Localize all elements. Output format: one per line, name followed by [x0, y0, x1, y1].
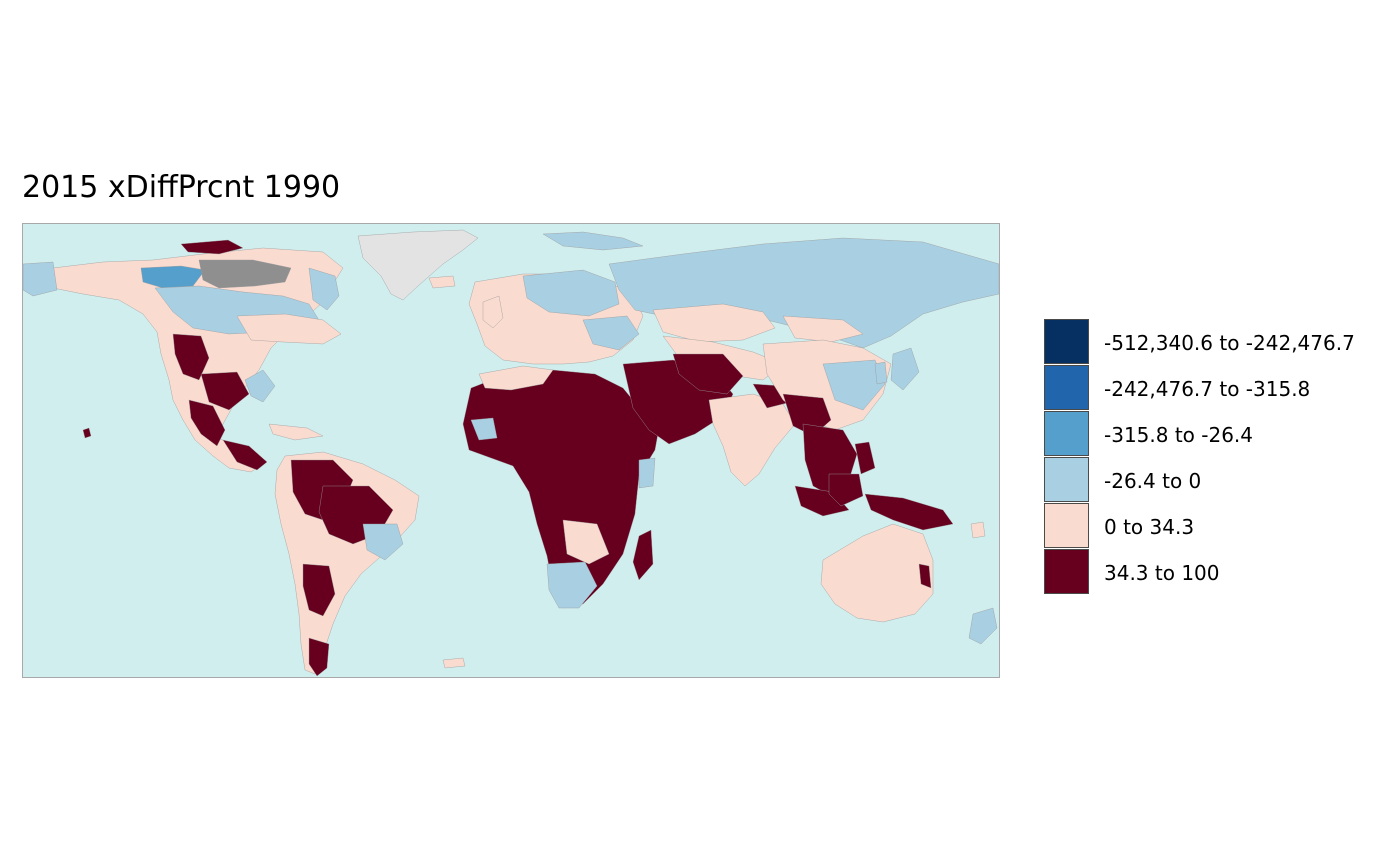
legend-label-0: -512,340.6 to -242,476.7 [1104, 331, 1355, 355]
legend-swatch-5 [1044, 549, 1089, 594]
legend-item-5: 34.3 to 100 [1044, 549, 1384, 595]
korea-region [874, 361, 888, 385]
legend-label-5: 34.3 to 100 [1104, 561, 1220, 585]
south-america-blue-brazil [362, 523, 404, 561]
indonesia-east [864, 493, 954, 531]
uk-region [482, 295, 504, 329]
map-title: 2015 xDiffPrcnt 1990 [22, 170, 341, 205]
west-africa-blue [470, 417, 498, 441]
alaska-region [23, 261, 58, 297]
pacific-islands-east [970, 521, 986, 539]
borneo-region [828, 473, 864, 507]
europe-blue-east [582, 315, 640, 351]
us-west-cluster [172, 333, 210, 381]
greenland-region [357, 229, 479, 301]
legend-item-2: -315.8 to -26.4 [1044, 411, 1384, 457]
south-america-red-patagonia [308, 637, 330, 677]
china-blue-east [822, 359, 886, 411]
legend-label-1: -242,476.7 to -315.8 [1104, 377, 1311, 401]
new-zealand-region [968, 607, 998, 645]
canada-south-region [236, 313, 342, 345]
canada-east-region [308, 267, 340, 311]
canada-arctic-region [140, 265, 206, 289]
mexico-cluster [188, 399, 226, 447]
legend-item-0: -512,340.6 to -242,476.7 [1044, 319, 1384, 365]
legend-swatch-0 [1044, 319, 1089, 364]
legend-swatch-4 [1044, 503, 1089, 548]
legend-item-3: -26.4 to 0 [1044, 457, 1384, 503]
us-east-cluster [244, 369, 276, 403]
legend-swatch-2 [1044, 411, 1089, 456]
indonesia-west [794, 485, 850, 517]
world-map [23, 224, 999, 677]
mongolia-region [782, 315, 864, 343]
legend-item-1: -242,476.7 to -315.8 [1044, 365, 1384, 411]
australia-region [820, 523, 934, 623]
legend-swatch-1 [1044, 365, 1089, 410]
south-africa-pink [562, 519, 610, 565]
russia-arctic-islands [542, 231, 644, 251]
us-south-cluster [200, 371, 250, 411]
kazakhstan-region [652, 303, 776, 343]
madagascar-region [632, 529, 654, 581]
iran-region [672, 353, 744, 395]
europe-blue-north [522, 269, 620, 317]
north-africa-pink [478, 365, 554, 391]
south-america-red-south [302, 563, 336, 617]
map-panel [22, 223, 1000, 678]
japan-region [890, 347, 920, 391]
africa-region [462, 369, 660, 609]
arctic-island-red [180, 239, 244, 255]
canada-missing-region [198, 259, 292, 289]
central-america-cluster [222, 439, 268, 471]
philippines-region [854, 441, 876, 475]
legend-swatch-3 [1044, 457, 1089, 502]
antarctic-bits [442, 657, 466, 669]
legend-item-4: 0 to 34.3 [1044, 503, 1384, 549]
legend-label-4: 0 to 34.3 [1104, 515, 1195, 539]
east-africa-blue [638, 457, 656, 489]
australia-red-east [918, 563, 932, 589]
legend-label-3: -26.4 to 0 [1104, 469, 1202, 493]
iceland-region [428, 275, 456, 289]
caribbean-islands [268, 423, 324, 441]
legend-label-2: -315.8 to -26.4 [1104, 423, 1254, 447]
hawaii-islands [82, 427, 92, 439]
